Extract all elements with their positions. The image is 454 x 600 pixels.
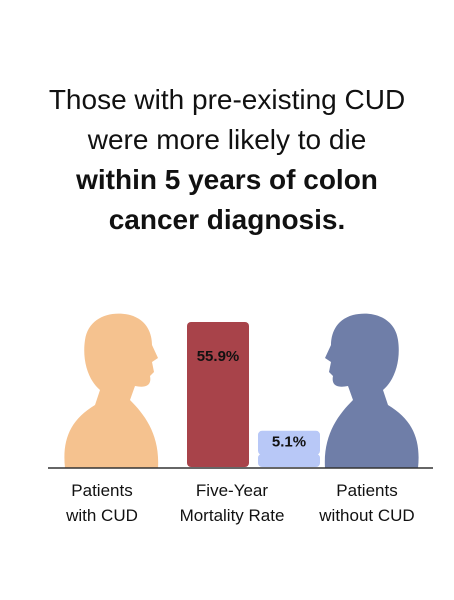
silhouette-with-cud [64,313,159,468]
bar [187,322,249,467]
title-part: Those with pre-existing CUD were more li… [48,84,406,155]
bar [258,453,320,467]
category-label: Patients without CUD [319,481,415,525]
value-label-bg [258,430,320,455]
title: Those with pre-existing CUD were more li… [47,80,407,240]
value-label: 5.1% [272,434,306,451]
x-label: Five-Year Mortality Rate [179,481,285,525]
category-label: Patients with CUD [66,481,138,525]
silhouette-without-cud [324,313,419,468]
title-part: within 5 years of colon cancer diagnosis… [76,164,378,235]
value-label: 55.9% [197,348,240,365]
